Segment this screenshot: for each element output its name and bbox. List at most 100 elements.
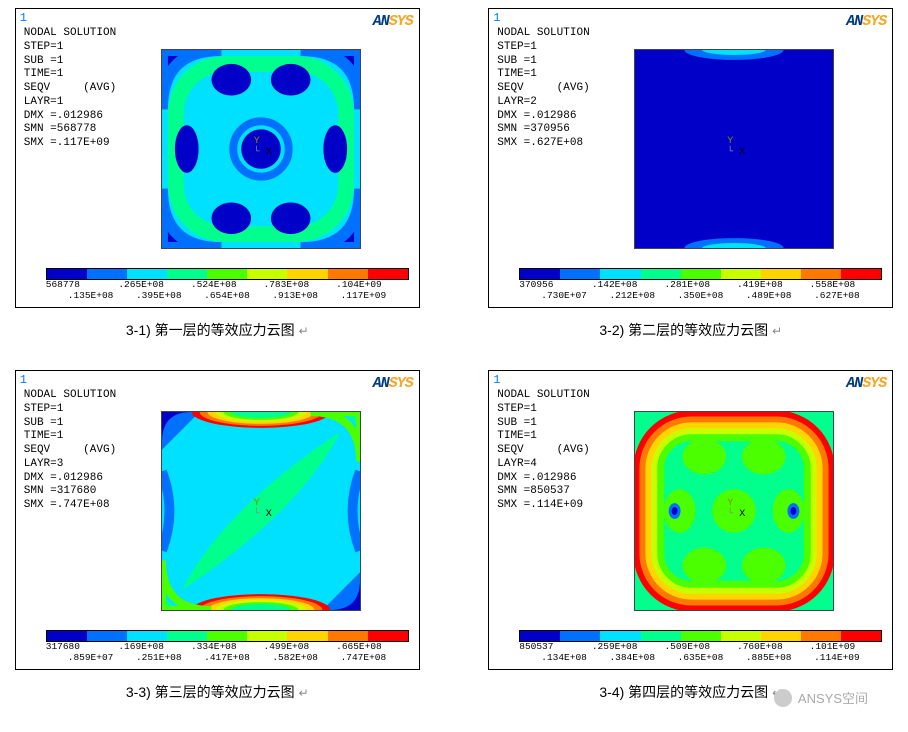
color-legend: 370956.142E+08.281E+08.419E+08.558E+08.7… [519,268,882,301]
contour-plot: Y└ X [161,411,361,611]
legend-value: .885E+08 [746,653,814,663]
legend-value: .334E+08 [191,642,264,652]
legend-value: .350E+08 [678,291,746,301]
legend-swatch [87,269,127,279]
legend-value: .509E+08 [664,642,737,652]
legend-swatch [600,631,640,641]
legend-value: .665E+08 [336,642,409,652]
legend-value: .395E+08 [136,291,204,301]
legend-swatch [841,269,881,279]
contour-plot: Y└ X [161,49,361,249]
legend-swatch [721,269,761,279]
legend-value: .135E+08 [68,291,136,301]
solution-info: NODAL SOLUTION STEP=1 SUB =1 TIME=1 SEQV… [24,389,116,513]
watermark: ANSYS空间 [774,688,868,707]
legend-swatch [287,269,327,279]
legend-swatch [47,631,87,641]
legend-value: 370956 [519,280,592,290]
legend-value: .101E+09 [810,642,883,652]
legend-swatch [167,269,207,279]
figure-caption: 3-3) 第三层的等效应力云图 ↵ [126,682,309,702]
panel-p1: 1ANSYSNODAL SOLUTION STEP=1 SUB =1 TIME=… [8,8,427,340]
legend-swatch [600,269,640,279]
ansys-logo: ANSYS [846,13,886,30]
legend-swatch [681,269,721,279]
window-number: 1 [493,373,500,387]
legend-value: .251E+08 [136,653,204,663]
legend-swatch [841,631,881,641]
legend-value: .859E+07 [68,653,136,663]
legend-swatch [287,631,327,641]
legend-values-top: 850537.259E+08.509E+08.760E+08.101E+09 [519,642,882,652]
ansys-window: 1 ANSYS NODAL SOLUTION STEP=1 SUB =1 TIME=… [488,370,893,670]
contour-plot: Y└ X [634,49,834,249]
legend-value: .419E+08 [737,280,810,290]
contour-plot: Y└ X [634,411,834,611]
legend-values-bottom: .730E+07.212E+08.350E+08.489E+08.627E+08 [519,291,882,301]
color-legend: 317680.169E+08.334E+08.499E+08.665E+08.8… [46,630,409,663]
legend-values-bottom: .134E+08.384E+08.635E+08.885E+08.114E+09 [519,653,882,663]
legend-value: .117E+09 [341,291,409,301]
legend-value: .783E+08 [264,280,337,290]
legend-value: .654E+08 [204,291,272,301]
legend-value: .747E+08 [341,653,409,663]
legend-value: .212E+08 [609,291,677,301]
legend-value: .730E+07 [541,291,609,301]
legend-value: .104E+09 [336,280,409,290]
legend-value: 317680 [46,642,119,652]
legend-swatch [681,631,721,641]
legend-swatch [247,269,287,279]
legend-swatch [167,631,207,641]
window-number: 1 [493,11,500,25]
color-legend: 850537.259E+08.509E+08.760E+08.101E+09.1… [519,630,882,663]
legend-value: .259E+08 [592,642,665,652]
ansys-logo: ANSYS [846,375,886,392]
legend-value: .114E+09 [814,653,882,663]
legend-swatch [247,631,287,641]
legend-value: .281E+08 [664,280,737,290]
legend-swatch [47,269,87,279]
legend-swatch [328,269,368,279]
legend-values-top: 370956.142E+08.281E+08.419E+08.558E+08 [519,280,882,290]
legend-swatch [87,631,127,641]
figure-caption: 3-4) 第四层的等效应力云图 ↵ [599,682,782,702]
solution-info: NODAL SOLUTION STEP=1 SUB =1 TIME=1 SEQV… [24,27,116,151]
legend-value: .524E+08 [191,280,264,290]
panel-p2: 1ANSYSNODAL SOLUTION STEP=1 SUB =1 TIME=… [482,8,901,340]
wechat-icon [774,689,792,707]
figure-caption: 3-1) 第一层的等效应力云图 ↵ [126,320,309,340]
legend-swatch [207,269,247,279]
legend-value: 850537 [519,642,592,652]
legend-values-top: 317680.169E+08.334E+08.499E+08.665E+08 [46,642,409,652]
legend-value: .142E+08 [592,280,665,290]
legend-swatch [328,631,368,641]
legend-swatch [641,631,681,641]
legend-swatch [207,631,247,641]
legend-values-bottom: .135E+08.395E+08.654E+08.913E+08.117E+09 [46,291,409,301]
legend-value: .417E+08 [204,653,272,663]
legend-swatch [761,631,801,641]
solution-info: NODAL SOLUTION STEP=1 SUB =1 TIME=1 SEQV… [497,389,589,513]
legend-value: .265E+08 [118,280,191,290]
legend-value: .582E+08 [272,653,340,663]
legend-swatch [761,269,801,279]
legend-swatch [127,269,167,279]
ansys-logo: ANSYS [373,13,413,30]
legend-swatch [127,631,167,641]
legend-value: .489E+08 [746,291,814,301]
ansys-window: 1ANSYSNODAL SOLUTION STEP=1 SUB =1 TIME=… [15,370,420,670]
panel-p4: 1 ANSYS NODAL SOLUTION STEP=1 SUB =1 TIME=… [482,370,901,702]
ansys-window: 1ANSYSNODAL SOLUTION STEP=1 SUB =1 TIME=… [15,8,420,308]
legend-value: .499E+08 [264,642,337,652]
legend-swatch [560,269,600,279]
ansys-logo: ANSYS [373,375,413,392]
color-legend: 568778.265E+08.524E+08.783E+08.104E+09.1… [46,268,409,301]
legend-swatch [641,269,681,279]
legend-values-top: 568778.265E+08.524E+08.783E+08.104E+09 [46,280,409,290]
newline-icon: ↵ [772,324,782,338]
panel-grid: 1 ANSYS NODAL SOLUTION STEP=1 SUB =1 TIME=… [8,8,900,702]
legend-value: .913E+08 [272,291,340,301]
legend-value: .760E+08 [737,642,810,652]
legend-swatch [520,269,560,279]
panel-p3: 1ANSYSNODAL SOLUTION STEP=1 SUB =1 TIME=… [8,370,427,702]
